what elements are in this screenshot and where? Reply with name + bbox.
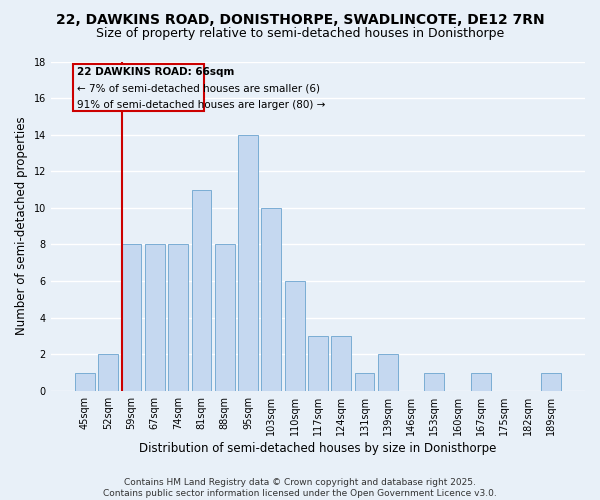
Bar: [378, 354, 398, 391]
Text: 22 DAWKINS ROAD: 66sqm: 22 DAWKINS ROAD: 66sqm: [77, 67, 234, 77]
Bar: [424, 372, 444, 391]
Bar: [168, 244, 188, 391]
Bar: [471, 372, 491, 391]
Bar: [98, 354, 118, 391]
Text: 22, DAWKINS ROAD, DONISTHORPE, SWADLINCOTE, DE12 7RN: 22, DAWKINS ROAD, DONISTHORPE, SWADLINCO…: [56, 12, 544, 26]
Bar: [262, 208, 281, 391]
Bar: [215, 244, 235, 391]
Text: Size of property relative to semi-detached houses in Donisthorpe: Size of property relative to semi-detach…: [96, 28, 504, 40]
Text: ← 7% of semi-detached houses are smaller (6): ← 7% of semi-detached houses are smaller…: [77, 84, 320, 94]
Bar: [285, 281, 305, 391]
Bar: [355, 372, 374, 391]
FancyBboxPatch shape: [73, 64, 204, 111]
X-axis label: Distribution of semi-detached houses by size in Donisthorpe: Distribution of semi-detached houses by …: [139, 442, 497, 455]
Bar: [541, 372, 561, 391]
Bar: [191, 190, 211, 391]
Bar: [238, 134, 258, 391]
Bar: [308, 336, 328, 391]
Bar: [75, 372, 95, 391]
Bar: [331, 336, 351, 391]
Text: Contains HM Land Registry data © Crown copyright and database right 2025.
Contai: Contains HM Land Registry data © Crown c…: [103, 478, 497, 498]
Bar: [145, 244, 165, 391]
Bar: [122, 244, 142, 391]
Text: 91% of semi-detached houses are larger (80) →: 91% of semi-detached houses are larger (…: [77, 100, 325, 110]
Y-axis label: Number of semi-detached properties: Number of semi-detached properties: [15, 117, 28, 336]
